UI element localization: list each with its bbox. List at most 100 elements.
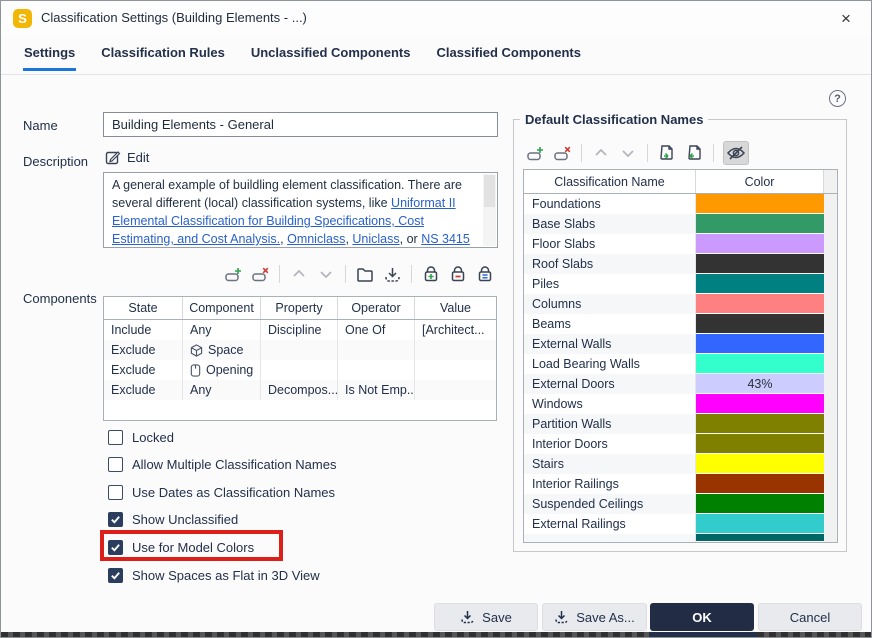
list-item[interactable]: Foundations	[524, 194, 837, 214]
classification-names-table[interactable]: Classification Name Color Foundations Base…	[523, 169, 838, 543]
color-swatch[interactable]	[696, 494, 824, 514]
color-swatch[interactable]	[696, 334, 824, 354]
names-scrollbar-track[interactable]	[824, 334, 837, 354]
move-up-icon[interactable]	[591, 143, 611, 163]
checkbox-show-unclassified[interactable]: Show Unclassified	[108, 510, 238, 530]
list-item[interactable]: Windows	[524, 394, 837, 414]
names-scrollbar-track[interactable]	[824, 394, 837, 414]
checkbox-locked[interactable]: Locked	[108, 427, 174, 447]
names-scrollbar-track[interactable]	[824, 314, 837, 334]
names-scrollbar-track[interactable]	[824, 434, 837, 454]
hide-colors-icon[interactable]	[723, 141, 749, 165]
move-up-icon[interactable]	[289, 264, 309, 284]
names-scrollbar-track[interactable]	[824, 234, 837, 254]
description-link[interactable]: Uniclass	[352, 232, 400, 246]
description-scrollbar[interactable]	[483, 174, 496, 246]
color-swatch[interactable]	[696, 254, 824, 274]
names-scrollbar-track[interactable]	[824, 534, 837, 542]
edit-description-button[interactable]: Edit	[105, 149, 149, 165]
list-item[interactable]: Piles	[524, 274, 837, 294]
lock-add-icon[interactable]	[421, 264, 441, 284]
color-swatch[interactable]	[696, 434, 824, 454]
color-swatch[interactable]	[696, 234, 824, 254]
checkbox-box[interactable]	[108, 567, 123, 583]
move-down-icon[interactable]	[618, 143, 638, 163]
color-swatch[interactable]	[696, 194, 824, 214]
names-scrollbar-track[interactable]	[824, 294, 837, 314]
checkbox-box[interactable]	[108, 512, 123, 528]
color-swatch[interactable]	[696, 474, 824, 494]
description-link[interactable]: Uniformat II Elemental Classification fo…	[112, 196, 456, 246]
color-swatch[interactable]	[696, 394, 824, 414]
import-file-icon[interactable]	[684, 143, 704, 163]
color-swatch[interactable]	[696, 314, 824, 334]
names-scrollbar-track[interactable]	[824, 214, 837, 234]
checkbox-show-spaces-as-flat-in-3d-view[interactable]: Show Spaces as Flat in 3D View	[108, 565, 320, 585]
color-swatch[interactable]	[696, 274, 824, 294]
color-swatch[interactable]: 43%	[696, 374, 824, 394]
list-item[interactable]: Partition Walls	[524, 414, 837, 434]
names-scrollbar-track[interactable]	[824, 274, 837, 294]
checkbox-allow-multiple-classification-names[interactable]: Allow Multiple Classification Names	[108, 455, 336, 475]
color-swatch[interactable]	[696, 294, 824, 314]
color-swatch[interactable]	[696, 414, 824, 434]
names-scrollbar-track[interactable]	[824, 354, 837, 374]
import-icon[interactable]	[382, 264, 402, 284]
list-item[interactable]: External Walls	[524, 334, 837, 354]
list-item[interactable]: Roof Slabs	[524, 254, 837, 274]
color-swatch[interactable]	[696, 514, 824, 534]
description-text-box[interactable]: A general example of buildling element c…	[103, 172, 498, 248]
names-scrollbar-track[interactable]	[824, 414, 837, 434]
list-item[interactable]: External Doors 43%	[524, 374, 837, 394]
components-table[interactable]: State Component Property Operator Value Incl…	[103, 296, 497, 421]
checkbox-box[interactable]	[108, 484, 123, 500]
export-file-icon[interactable]	[657, 143, 677, 163]
table-row[interactable]: Exclude Any Decompos... Is Not Emp...	[104, 380, 496, 400]
names-scrollbar-track[interactable]	[824, 254, 837, 274]
table-row[interactable]: Include Any Discipline One Of [Architect...	[104, 320, 496, 340]
delete-row-icon[interactable]	[250, 264, 270, 284]
list-item[interactable]: Beams	[524, 314, 837, 334]
table-row[interactable]: Exclude Opening	[104, 360, 496, 380]
color-swatch[interactable]	[696, 354, 824, 374]
list-item[interactable]: Floor Slabs	[524, 234, 837, 254]
name-input[interactable]	[103, 112, 498, 137]
names-scrollbar-track[interactable]	[824, 374, 837, 394]
lock-remove-icon[interactable]	[448, 264, 468, 284]
checkbox-box[interactable]	[108, 457, 123, 473]
add-row-icon[interactable]	[525, 143, 545, 163]
names-scrollbar-track[interactable]	[824, 474, 837, 494]
close-icon[interactable]: ×	[841, 9, 851, 28]
list-item[interactable]: Columns	[524, 294, 837, 314]
move-down-icon[interactable]	[316, 264, 336, 284]
list-item[interactable]: Interior Railings	[524, 474, 837, 494]
list-item[interactable]: External Railings	[524, 514, 837, 534]
delete-row-icon[interactable]	[552, 143, 572, 163]
list-item[interactable]: Load Bearing Walls	[524, 354, 837, 374]
description-link[interactable]: NS 3415	[421, 232, 470, 246]
list-item[interactable]: Suspended Ceilings	[524, 494, 837, 514]
tab-settings[interactable]: Settings	[22, 45, 77, 71]
names-scrollbar-track[interactable]	[824, 514, 837, 534]
help-icon[interactable]: ?	[829, 90, 846, 107]
add-row-icon[interactable]	[223, 264, 243, 284]
color-swatch[interactable]	[696, 214, 824, 234]
open-folder-icon[interactable]	[355, 264, 375, 284]
lock-list-icon[interactable]	[475, 264, 495, 284]
ok-button[interactable]: OK	[650, 603, 754, 631]
list-item[interactable]: Interior Doors	[524, 434, 837, 454]
tab-unclassified-components[interactable]: Unclassified Components	[250, 45, 411, 60]
tab-classification-rules[interactable]: Classification Rules	[101, 45, 225, 60]
save-button[interactable]: Save	[434, 603, 538, 631]
list-item[interactable]: Base Slabs	[524, 214, 837, 234]
names-scrollbar-track[interactable]	[824, 454, 837, 474]
checkbox-box[interactable]	[108, 429, 123, 445]
names-scrollbar-track[interactable]	[824, 494, 837, 514]
tab-classified-components[interactable]: Classified Components	[436, 45, 581, 60]
color-swatch[interactable]	[696, 534, 824, 542]
color-swatch[interactable]	[696, 454, 824, 474]
list-item[interactable]: Stairs	[524, 454, 837, 474]
checkbox-use-for-model-colors[interactable]: Use for Model Colors	[108, 537, 254, 557]
save-as-button[interactable]: Save As...	[542, 603, 647, 631]
checkbox-use-dates-as-classification-names[interactable]: Use Dates as Classification Names	[108, 482, 335, 502]
